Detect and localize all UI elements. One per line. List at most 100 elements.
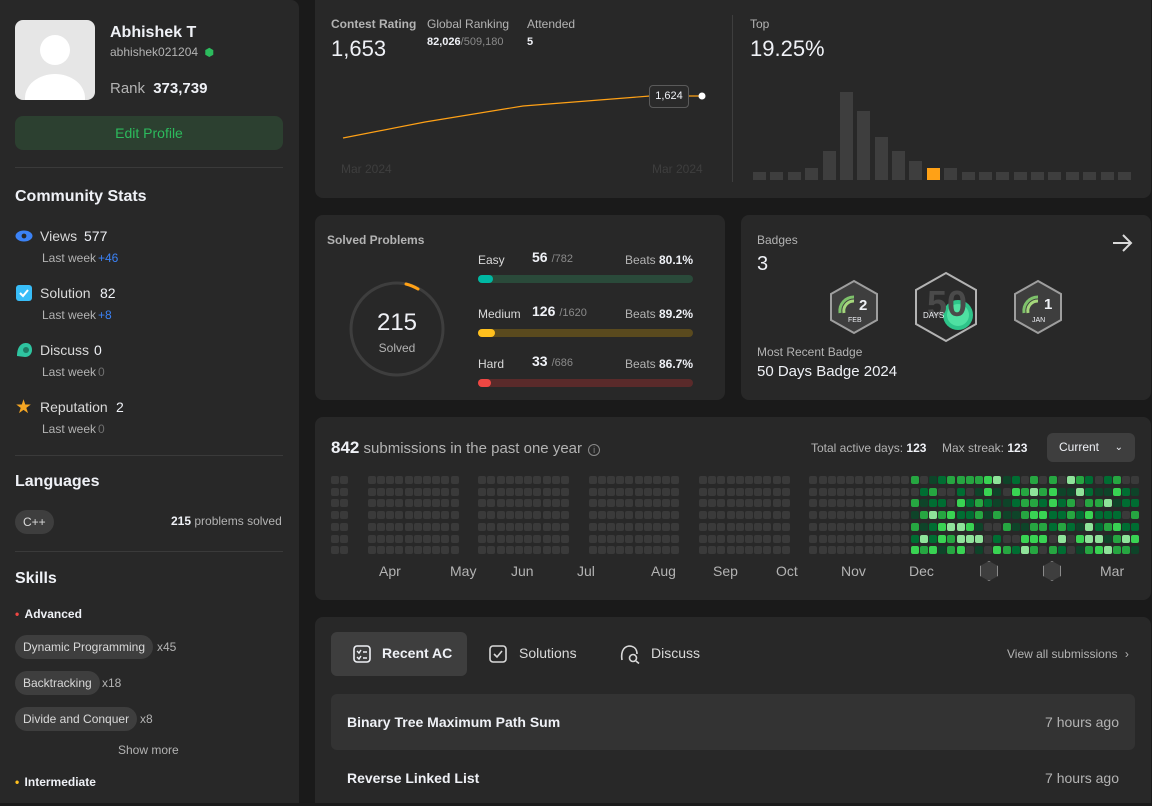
heatmap-cell[interactable]: [404, 522, 413, 531]
heatmap-cell[interactable]: [423, 511, 431, 520]
heatmap-cell[interactable]: [708, 499, 717, 508]
heatmap-cell[interactable]: [699, 511, 707, 520]
heatmap-cell[interactable]: [1067, 546, 1075, 555]
heatmap-cell[interactable]: [846, 511, 855, 520]
heatmap-cell[interactable]: [367, 522, 376, 531]
heatmap-cell[interactable]: [1011, 499, 1020, 508]
heatmap-cell[interactable]: [432, 534, 441, 543]
heatmap-cell[interactable]: [441, 534, 450, 543]
heatmap-cell[interactable]: [331, 546, 339, 555]
heatmap-cell[interactable]: [993, 511, 1002, 520]
heatmap-cell[interactable]: [1067, 534, 1075, 543]
heatmap-cell[interactable]: [855, 522, 864, 531]
heatmap-cell[interactable]: [993, 487, 1002, 496]
heatmap-cell[interactable]: [607, 476, 615, 484]
heatmap-cell[interactable]: [413, 487, 422, 496]
heatmap-cell[interactable]: [910, 511, 919, 520]
heatmap-cell[interactable]: [846, 476, 855, 484]
heatmap-cell[interactable]: [542, 476, 551, 484]
heatmap-cell[interactable]: [717, 511, 726, 520]
heatmap-cell[interactable]: [625, 511, 634, 520]
heatmap-cell[interactable]: [855, 476, 864, 484]
language-pill[interactable]: C++: [15, 510, 54, 534]
heatmap-cell[interactable]: [1085, 546, 1094, 555]
heatmap-cell[interactable]: [1067, 476, 1075, 484]
heatmap-cell[interactable]: [763, 476, 772, 484]
badge-50-days[interactable]: 50 DAYS: [913, 271, 979, 343]
badge-jan[interactable]: 1 JAN: [1012, 279, 1064, 335]
heatmap-cell[interactable]: [1002, 476, 1011, 484]
heatmap-cell[interactable]: [1122, 476, 1131, 484]
heatmap-cell[interactable]: [873, 511, 882, 520]
heatmap-cell[interactable]: [1122, 499, 1131, 508]
heatmap-cell[interactable]: [671, 522, 680, 531]
heatmap-cell[interactable]: [505, 534, 514, 543]
heatmap-cell[interactable]: [1067, 511, 1075, 520]
heatmap-cell[interactable]: [1122, 546, 1131, 555]
heatmap-cell[interactable]: [965, 511, 974, 520]
heatmap-cell[interactable]: [643, 522, 652, 531]
heatmap-cell[interactable]: [883, 487, 891, 496]
heatmap-cell[interactable]: [607, 534, 615, 543]
heatmap-cell[interactable]: [423, 534, 431, 543]
list-item[interactable]: Binary Tree Maximum Path Sum 7 hours ago: [331, 694, 1135, 750]
heatmap-cell[interactable]: [938, 522, 947, 531]
heatmap-cell[interactable]: [873, 476, 882, 484]
heatmap-cell[interactable]: [367, 499, 376, 508]
heatmap-cell[interactable]: [533, 522, 542, 531]
heatmap-cell[interactable]: [386, 499, 395, 508]
heatmap-cell[interactable]: [892, 534, 901, 543]
heatmap-cell[interactable]: [827, 499, 836, 508]
heatmap-cell[interactable]: [1002, 487, 1011, 496]
heatmap-cell[interactable]: [597, 546, 606, 555]
heatmap-cell[interactable]: [864, 546, 873, 555]
heatmap-cell[interactable]: [1094, 534, 1103, 543]
heatmap-cell[interactable]: [1011, 511, 1020, 520]
heatmap-cell[interactable]: [1021, 476, 1029, 484]
heatmap-cell[interactable]: [643, 511, 652, 520]
heatmap-cell[interactable]: [827, 522, 836, 531]
heatmap-cell[interactable]: [846, 546, 855, 555]
heatmap-cell[interactable]: [1030, 546, 1039, 555]
heatmap-cell[interactable]: [1030, 487, 1039, 496]
heatmap-cell[interactable]: [919, 499, 928, 508]
heatmap-cell[interactable]: [910, 546, 919, 555]
heatmap-cell[interactable]: [340, 522, 349, 531]
heatmap-cell[interactable]: [699, 476, 707, 484]
heatmap-cell[interactable]: [404, 511, 413, 520]
heatmap-cell[interactable]: [367, 534, 376, 543]
heatmap-cell[interactable]: [643, 546, 652, 555]
heatmap-cell[interactable]: [377, 499, 385, 508]
heatmap-cell[interactable]: [717, 499, 726, 508]
heatmap-cell[interactable]: [496, 487, 505, 496]
heatmap-cell[interactable]: [662, 487, 671, 496]
heatmap-cell[interactable]: [818, 522, 827, 531]
heatmap-cell[interactable]: [745, 499, 753, 508]
heatmap-cell[interactable]: [763, 546, 772, 555]
heatmap-cell[interactable]: [1122, 511, 1131, 520]
heatmap-cell[interactable]: [818, 499, 827, 508]
heatmap-cell[interactable]: [542, 546, 551, 555]
heatmap-cell[interactable]: [809, 499, 818, 508]
heatmap-cell[interactable]: [956, 499, 965, 508]
heatmap-cell[interactable]: [404, 487, 413, 496]
heatmap-cell[interactable]: [956, 522, 965, 531]
heatmap-cell[interactable]: [873, 534, 882, 543]
heatmap-cell[interactable]: [653, 487, 661, 496]
heatmap-cell[interactable]: [901, 534, 910, 543]
heatmap-cell[interactable]: [533, 511, 542, 520]
heatmap-cell[interactable]: [855, 499, 864, 508]
heatmap-cell[interactable]: [754, 546, 763, 555]
heatmap-cell[interactable]: [607, 522, 615, 531]
heatmap-cell[interactable]: [772, 511, 781, 520]
heatmap-cell[interactable]: [699, 522, 707, 531]
heatmap-cell[interactable]: [625, 487, 634, 496]
heatmap-cell[interactable]: [404, 546, 413, 555]
heatmap-cell[interactable]: [717, 546, 726, 555]
heatmap-cell[interactable]: [975, 476, 983, 484]
heatmap-cell[interactable]: [883, 534, 891, 543]
heatmap-cell[interactable]: [404, 476, 413, 484]
heatmap-cell[interactable]: [993, 499, 1002, 508]
heatmap-cell[interactable]: [1131, 487, 1140, 496]
heatmap-cell[interactable]: [745, 522, 753, 531]
